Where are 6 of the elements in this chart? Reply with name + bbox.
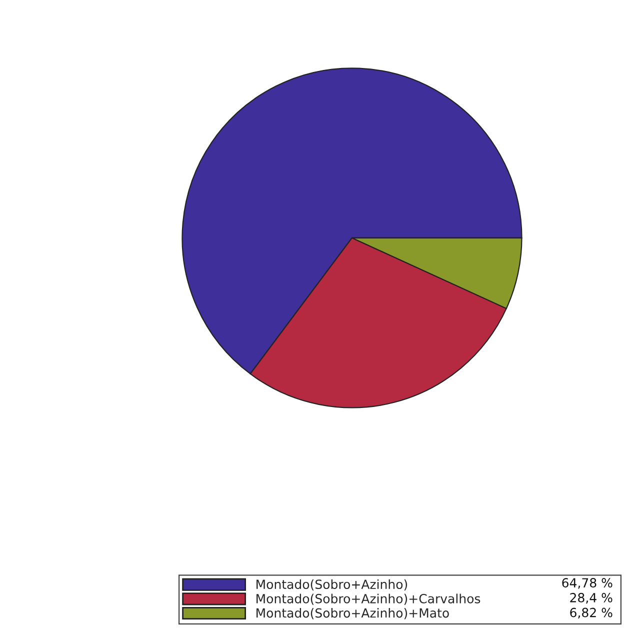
data-label: 6,82 % (570, 608, 612, 619)
data-label: 64,78 % (562, 578, 612, 589)
legend-label: Montado(Sobro+Azinho) (256, 579, 408, 590)
data-label: 28,4 % (570, 592, 612, 604)
legend-label: Montado(Sobro+Azinho)+Mato (256, 608, 449, 620)
legend-label: Montado(Sobro+Azinho)+Carvalhos (256, 594, 480, 605)
